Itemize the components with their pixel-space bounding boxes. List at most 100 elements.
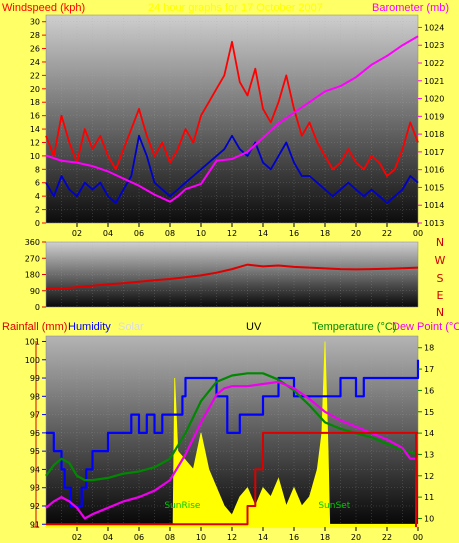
time-axis-bottom-tick-label: 20	[351, 533, 361, 542]
solar-legend-label: Solar	[118, 321, 144, 333]
time-axis-bottom-tick-label: 14	[258, 533, 268, 542]
chart-timestamp: 24 hour graphs for 17 October 2007	[148, 2, 323, 14]
time-axis-bottom-tick-label: 02	[72, 533, 82, 542]
temperature-axis-tick-label: 16	[424, 386, 434, 395]
time-axis-bottom-tick-label: 00	[413, 533, 423, 542]
compass-label-n: N	[436, 236, 444, 249]
sunrise-label: SunRise	[164, 501, 201, 511]
humidity-axis-tick-label: 92	[30, 502, 40, 511]
compass-label-s: S	[437, 272, 444, 285]
humidity-axis-tick-label: 99	[30, 374, 40, 383]
windspeed-axis-tick-label: 2	[35, 206, 40, 215]
temperature-axis-tick-label: 18	[424, 344, 434, 353]
barometer-axis-tick-label: 1022	[424, 59, 444, 68]
windspeed-average-line	[45, 134, 419, 204]
windspeed-axis-title: Windspeed (kph)	[2, 2, 86, 14]
humidity-axis-tick-label: 91	[30, 520, 40, 529]
time-axis-bottom-tick-label: 18	[320, 533, 330, 542]
barometer-axis-tick-label: 1017	[424, 148, 444, 157]
humidity-axis-tick-label: 93	[30, 484, 40, 493]
dewpoint-line	[45, 380, 418, 520]
time-axis-bottom-tick-label: 16	[289, 533, 299, 542]
humidity-line	[46, 359, 420, 508]
direction-axis-tick-label: 180	[25, 271, 40, 280]
barometer-axis-tick-label: 1020	[424, 95, 444, 104]
wind-direction-line	[45, 263, 419, 290]
barometer-axis-tick-label: 1016	[424, 166, 444, 175]
direction-axis-tick-label: 270	[25, 254, 40, 263]
direction-axis-tick-label: 0	[35, 303, 40, 312]
humidity-axis-tick-label: 97	[30, 411, 40, 420]
windspeed-axis-tick-label: 16	[30, 112, 40, 121]
humidity-legend-label: Humidity	[68, 321, 111, 333]
barometer-axis-tick-label: 1021	[424, 77, 444, 86]
windspeed-axis-tick-label: 0	[35, 219, 40, 228]
windspeed-gust-line	[45, 40, 419, 177]
temperature-axis-tick-label: 12	[424, 472, 434, 481]
barometer-axis-tick-label: 1013	[424, 219, 444, 228]
time-axis-top-tick-label: 06	[134, 229, 144, 238]
time-axis-top-tick-label: 14	[258, 229, 268, 238]
wind-direction-panel-background	[45, 241, 419, 308]
windspeed-axis-tick-label: 22	[30, 71, 40, 80]
windspeed-axis-tick-label: 18	[30, 98, 40, 107]
time-axis-bottom-tick-label: 06	[134, 533, 144, 542]
time-axis-top-tick-label: 10	[196, 229, 206, 238]
sunset-label: SunSet	[318, 501, 350, 511]
temperature-axis-tick-label: 14	[424, 429, 434, 438]
rainfall-line	[46, 431, 418, 526]
time-axis-bottom-tick-label: 04	[103, 533, 113, 542]
humidity-axis-tick-label: 98	[30, 392, 40, 401]
barometer-line	[45, 35, 419, 203]
time-axis-bottom-tick-label: 22	[382, 533, 392, 542]
windspeed-axis-tick-label: 8	[35, 165, 40, 174]
time-axis-top-tick-label: 16	[289, 229, 299, 238]
compass-label-n: N	[436, 306, 444, 319]
solar-area	[45, 341, 419, 528]
barometer-axis-title: Barometer (mb)	[372, 2, 450, 14]
windspeed-axis-tick-label: 14	[30, 125, 40, 134]
windspeed-axis-tick-label: 10	[30, 152, 40, 161]
temperature-axis-title: Temperature (°C)	[312, 321, 397, 333]
rainfall-axis-title: Rainfall (mm)	[2, 321, 68, 333]
barometer-axis-tick-label: 1019	[424, 112, 444, 121]
compass-label-e: E	[437, 289, 444, 302]
direction-axis-tick-label: 360	[25, 238, 40, 247]
time-axis-top-tick-label: 18	[320, 229, 330, 238]
temperature-axis-tick-label: 17	[424, 365, 434, 374]
temperature-line	[45, 372, 419, 482]
barometer-axis-tick-label: 1014	[424, 201, 444, 210]
humidity-axis-tick-label: 95	[30, 447, 40, 456]
humidity-axis-tick-label: 101	[25, 337, 40, 346]
time-axis-top-tick-label: 02	[72, 229, 82, 238]
barometer-axis-tick-label: 1018	[424, 130, 444, 139]
time-axis-top-tick-label: 20	[351, 229, 361, 238]
temperature-axis-tick-label: 13	[424, 450, 434, 459]
uv-legend-label: UV	[246, 321, 262, 333]
time-axis-top-tick-label: 04	[103, 229, 113, 238]
time-axis-top-tick-label: 00	[413, 229, 423, 238]
time-axis-bottom-tick-label: 10	[196, 533, 206, 542]
humidity-axis-tick-label: 94	[30, 465, 40, 474]
windspeed-axis-tick-label: 28	[30, 31, 40, 40]
humidity-axis-tick-label: 96	[30, 429, 40, 438]
windspeed-axis-tick-label: 4	[35, 192, 40, 201]
barometer-axis-tick-label: 1015	[424, 183, 444, 192]
time-axis-bottom-tick-label: 12	[227, 533, 237, 542]
compass-label-w: W	[435, 254, 446, 267]
temperature-humidity-panel-background	[45, 335, 419, 528]
direction-axis-tick-label: 90	[30, 287, 40, 296]
windspeed-axis-tick-label: 12	[30, 138, 40, 147]
time-axis-top-tick-label: 22	[382, 229, 392, 238]
windspeed-axis-tick-label: 20	[30, 85, 40, 94]
temperature-axis-tick-label: 11	[424, 493, 434, 502]
windspeed-axis-tick-label: 24	[30, 58, 40, 67]
windspeed-axis-tick-label: 6	[35, 179, 40, 188]
time-axis-top-tick-label: 08	[165, 229, 175, 238]
windspeed-axis-tick-label: 30	[30, 18, 40, 27]
temperature-axis-tick-label: 15	[424, 408, 434, 417]
time-axis-top-tick-label: 12	[227, 229, 237, 238]
humidity-axis-tick-label: 100	[25, 356, 40, 365]
barometer-axis-tick-label: 1024	[424, 23, 444, 32]
